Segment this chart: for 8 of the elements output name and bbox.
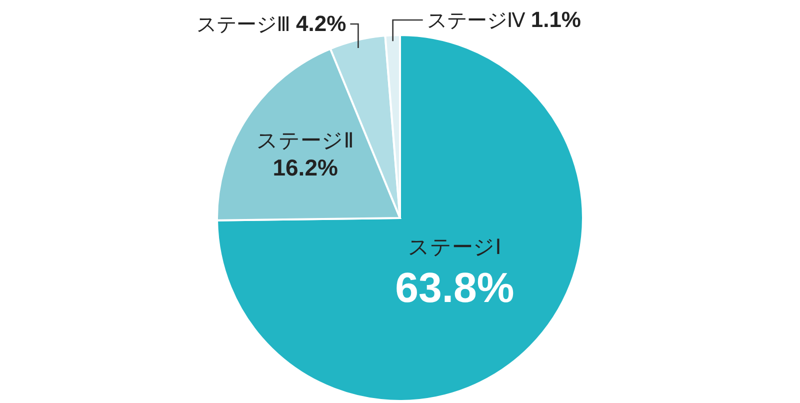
data-label: 63.8% [395,264,514,311]
slice-label: ステージⅣ [426,10,531,32]
data-label: 16.2% [272,154,338,180]
slice-label: ステージⅡ [256,129,354,152]
slice-label: ステージⅢ [196,14,296,36]
data-label: 4.2% [296,11,346,36]
data-label: 1.1% [530,7,582,32]
slice-label: ステージⅠ [408,236,502,259]
